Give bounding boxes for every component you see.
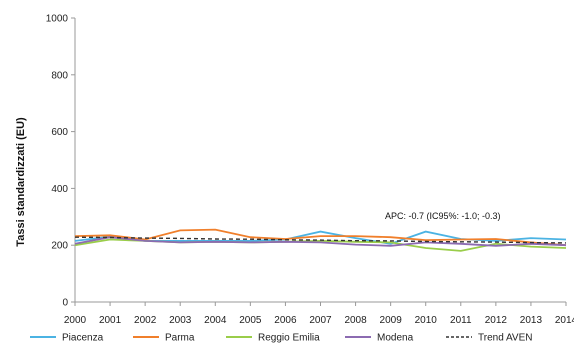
y-tick-label: 400 [51,184,68,195]
series-line-trend-aven [74,236,567,244]
x-tick-label: 2012 [485,315,508,326]
x-ticks: 2000 2001 2002 2003 2004 2005 2006 2007 2008 2009… [64,302,574,326]
y-ticks: 0 200 400 600 800 1000 [46,14,75,309]
legend-label: Modena [377,333,414,344]
y-axis-label: Tassi standardizzati (EU) [15,117,27,247]
x-tick-label: 2007 [309,315,332,326]
legend-label: Reggio Emilia [258,333,320,344]
legend: Piacenza Parma Reggio Emilia Modena Trend AV… [30,333,532,344]
y-tick-label: 800 [51,70,68,81]
legend-label: Trend AVEN [478,333,532,344]
series-line-modena [74,236,567,247]
x-tick-label: 2006 [274,315,297,326]
y-tick-label: 0 [62,298,68,309]
x-tick-label: 2009 [380,315,403,326]
y-tick-label: 1000 [46,14,69,25]
x-tick-label: 2014 [555,315,574,326]
series-line-parma [74,228,567,247]
x-tick-label: 2005 [239,315,262,326]
y-tick-label: 600 [51,127,68,138]
y-tick-label: 200 [51,241,68,252]
x-tick-label: 2000 [64,315,87,326]
legend-label: Parma [165,333,195,344]
x-tick-label: 2003 [169,315,192,326]
x-tick-label: 2004 [204,315,227,326]
x-tick-label: 2013 [520,315,543,326]
x-tick-label: 2011 [450,315,472,326]
x-tick-label: 2010 [415,315,438,326]
x-tick-label: 2001 [99,315,122,326]
x-tick-label: 2002 [134,315,157,326]
legend-label: Piacenza [62,333,104,344]
series-lines [74,228,567,252]
apc-annotation: APC: -0.7 (IC95%: -1.0; -0.3) [385,211,501,221]
x-tick-label: 2008 [344,315,367,326]
